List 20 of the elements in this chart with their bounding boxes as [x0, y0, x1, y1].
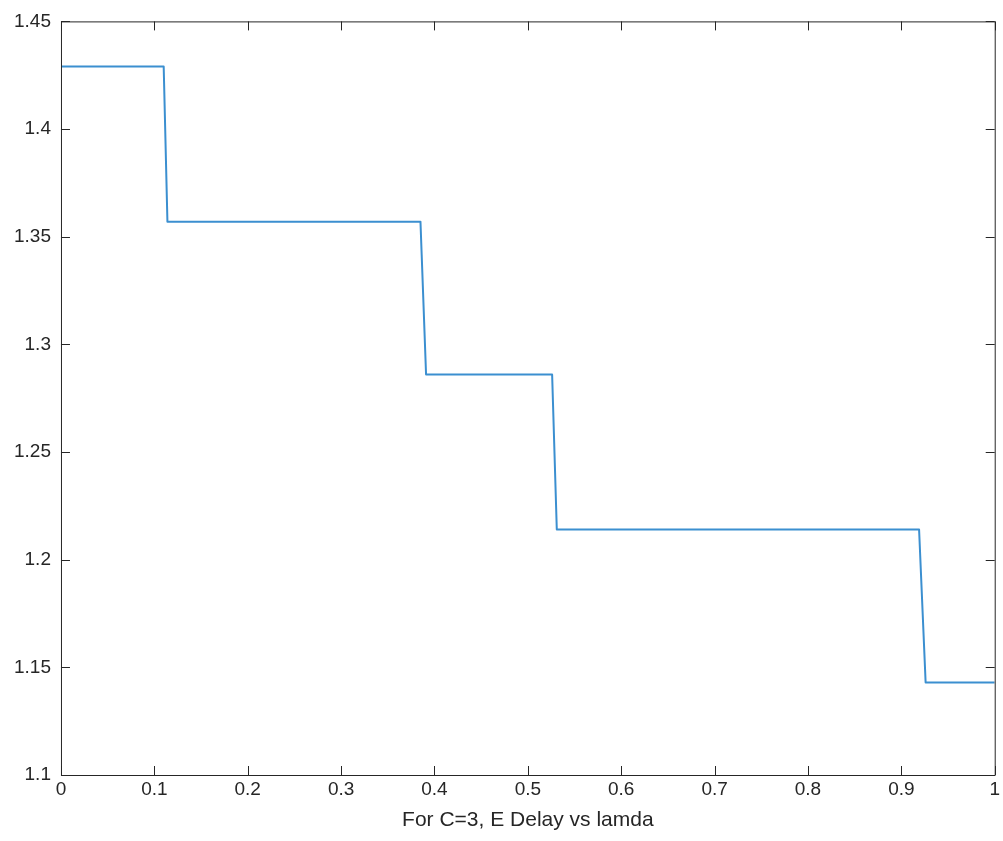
- y-tick-label: 1.45: [14, 9, 51, 31]
- y-tick-label: 1.4: [24, 117, 52, 139]
- y-tick-label: 1.1: [24, 763, 51, 785]
- x-tick-label: 0: [55, 777, 67, 799]
- y-tick-label: 1.15: [14, 655, 51, 677]
- x-tick-label: 0.5: [514, 777, 542, 799]
- x-tick-label: 0.4: [421, 777, 449, 799]
- x-tick-label: 0.1: [141, 777, 168, 799]
- y-tick-label: 1.35: [14, 224, 51, 246]
- x-axis-title: For C=3, E Delay vs lamda: [402, 807, 654, 831]
- y-tick-label: 1.25: [14, 440, 51, 462]
- x-tick-label: 0.2: [234, 777, 261, 799]
- x-tick-label: 0.8: [794, 777, 822, 799]
- x-tick-label: 0.6: [608, 777, 635, 799]
- x-tick-label: 1: [989, 777, 1001, 799]
- x-tick-label: 0.9: [888, 777, 915, 799]
- y-tick-label: 1.3: [24, 332, 51, 354]
- y-tick-label: 1.2: [24, 547, 51, 569]
- x-tick-label: 0.7: [701, 777, 728, 799]
- x-tick-label: 0.3: [327, 777, 355, 799]
